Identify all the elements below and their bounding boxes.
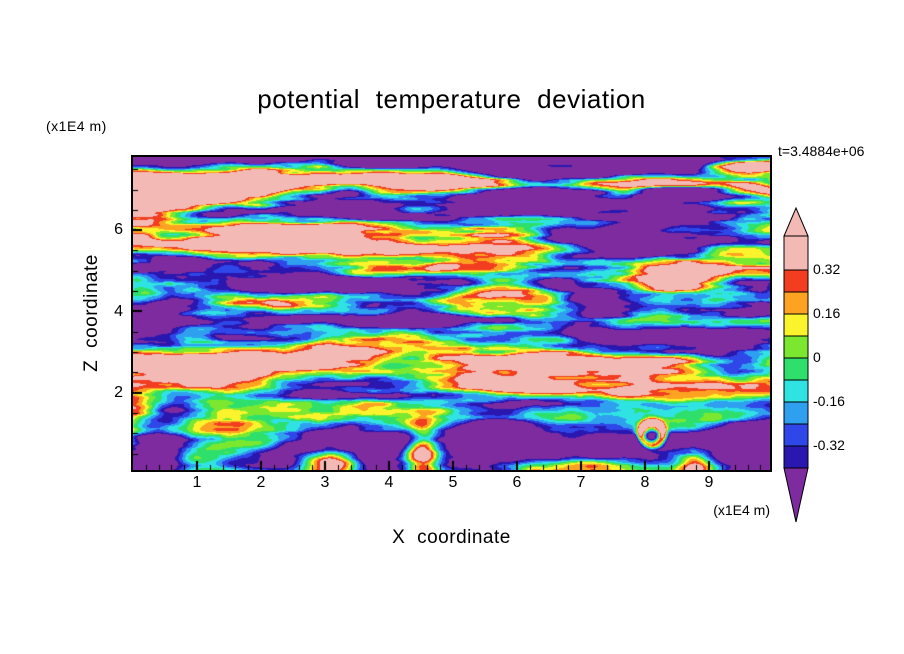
colorbar-segment [783,291,809,315]
x-tick-label: 8 [640,474,650,491]
colorbar-segment [783,269,809,293]
colorbar-label: 0 [813,349,821,365]
plot-title: potential temperature deviation [257,84,646,114]
colorbar-bottom-arrow [783,467,809,523]
colorbar-segment [783,423,809,447]
colorbar-segment [783,313,809,337]
colorbar-top-arrow [783,206,809,237]
y-tick-label: 6 [114,221,123,238]
colorbar-segment [783,335,809,359]
time-annotation: t=3.4884e+06 [778,143,865,159]
colorbar-label: -0.32 [813,437,845,453]
x-tick-label: 1 [192,474,202,491]
y-tick-label: 2 [114,384,123,401]
plot-frame [131,155,772,472]
x-tick-label: 4 [384,474,394,491]
y-tick-label: 4 [114,303,123,320]
colorbar-label: 0.16 [813,305,841,321]
colorbar-label: 0.32 [813,261,841,277]
contour-field-canvas [133,157,770,470]
x-tick-label: 5 [448,474,458,491]
colorbar [783,206,809,523]
colorbar-segment [783,379,809,403]
x-tick-label: 6 [512,474,522,491]
x-tick-label: 3 [320,474,330,491]
x-tick-label: 2 [256,474,266,491]
x-axis-label: X coordinate [392,527,511,548]
colorbar-segment [783,445,809,469]
y-axis-unit-label: (x1E4 m) [46,118,107,134]
colorbar-segment [783,401,809,425]
x-tick-label: 7 [576,474,586,491]
colorbar-segment [783,235,809,271]
colorbar-segment [783,357,809,381]
x-axis-unit-label: (x1E4 m) [713,502,770,518]
colorbar-label: -0.16 [813,393,845,409]
x-tick-label: 9 [704,474,714,491]
